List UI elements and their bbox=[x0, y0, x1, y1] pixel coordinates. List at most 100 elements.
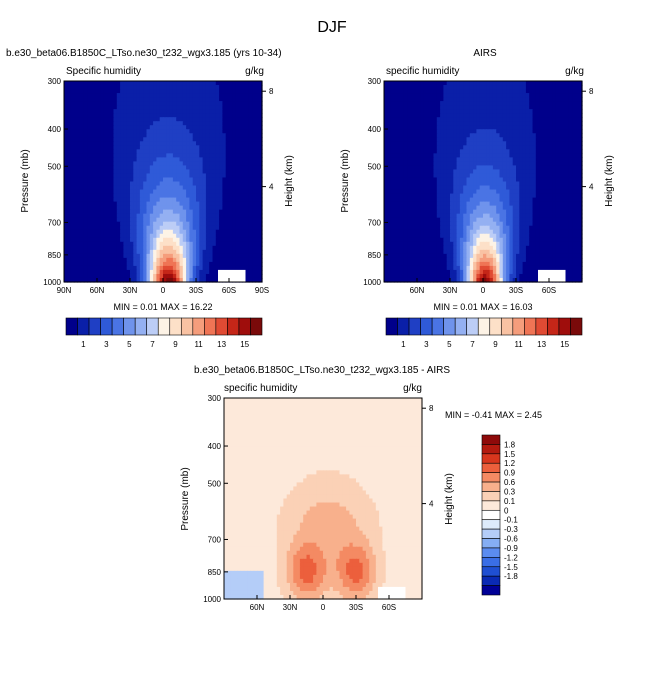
grid-cell bbox=[565, 161, 570, 167]
grid-cell bbox=[73, 133, 78, 138]
grid-cell bbox=[130, 113, 134, 118]
grid-cell bbox=[120, 221, 124, 227]
grid-cell bbox=[159, 233, 164, 239]
grid-cell bbox=[496, 153, 501, 158]
grid-cell bbox=[205, 137, 210, 142]
grid-cell bbox=[97, 185, 101, 191]
grid-cell bbox=[202, 185, 207, 191]
grid-cell bbox=[133, 245, 138, 251]
grid-cell bbox=[453, 197, 458, 203]
grid-cell bbox=[558, 113, 563, 118]
colorbar-tick-label: 15 bbox=[240, 340, 249, 349]
colorbar-swatch bbox=[192, 317, 205, 336]
grid-cell bbox=[182, 101, 187, 106]
grid-cell bbox=[552, 185, 557, 191]
grid-cell bbox=[199, 225, 204, 231]
grid-cell bbox=[539, 141, 543, 146]
grid-cell bbox=[400, 133, 405, 138]
grid-cell bbox=[212, 229, 217, 235]
grid-cell bbox=[73, 173, 78, 179]
grid-cell bbox=[258, 97, 263, 102]
grid-cell bbox=[186, 193, 190, 199]
grid-cell bbox=[255, 121, 260, 126]
grid-cell bbox=[176, 269, 181, 275]
left-label: Specific humidity bbox=[66, 66, 141, 77]
grid-cell bbox=[219, 209, 223, 215]
grid-cell bbox=[578, 97, 583, 102]
grid-cell bbox=[232, 229, 237, 235]
grid-cell bbox=[83, 209, 88, 215]
grid-cell bbox=[126, 121, 131, 126]
grid-cell bbox=[479, 125, 484, 130]
grid-cell bbox=[202, 137, 207, 142]
grid-cell bbox=[440, 161, 444, 167]
grid-cell bbox=[506, 85, 510, 90]
grid-cell bbox=[479, 137, 484, 142]
grid-cell bbox=[258, 265, 263, 271]
grid-cell bbox=[430, 121, 435, 126]
grid-cell bbox=[232, 173, 237, 179]
grid-cell bbox=[172, 81, 177, 86]
grid-cell bbox=[136, 105, 141, 110]
grid-cell bbox=[238, 129, 243, 134]
grid-cell bbox=[189, 81, 194, 86]
grid-cell bbox=[423, 149, 428, 154]
grid-cell bbox=[156, 113, 161, 118]
grid-cell bbox=[509, 205, 514, 211]
grid-cell bbox=[417, 173, 421, 179]
grid-cell bbox=[232, 105, 237, 110]
grid-cell bbox=[80, 97, 85, 102]
grid-cell bbox=[473, 169, 477, 175]
grid-cell bbox=[252, 277, 256, 283]
grid-cell bbox=[509, 133, 514, 138]
grid-cell bbox=[384, 93, 388, 98]
grid-cell bbox=[163, 85, 167, 90]
grid-cell bbox=[136, 205, 141, 211]
grid-cell bbox=[387, 185, 392, 191]
grid-cell bbox=[113, 177, 118, 183]
grid-cell bbox=[106, 89, 111, 94]
grid-cell bbox=[466, 153, 471, 158]
grid-cell bbox=[423, 141, 428, 146]
grid-cell bbox=[450, 141, 454, 146]
grid-cell bbox=[440, 109, 444, 114]
grid-cell bbox=[476, 101, 481, 106]
grid-cell bbox=[156, 93, 161, 98]
grid-cell bbox=[229, 141, 233, 146]
grid-cell bbox=[116, 277, 121, 283]
grid-cell bbox=[87, 145, 91, 150]
grid-cell bbox=[572, 121, 576, 126]
grid-cell bbox=[522, 185, 527, 191]
grid-cell bbox=[212, 97, 217, 102]
grid-cell bbox=[166, 197, 171, 203]
grid-cell bbox=[420, 177, 425, 183]
grid-cell bbox=[153, 153, 157, 158]
grid-cell bbox=[219, 213, 223, 219]
grid-cell bbox=[73, 273, 78, 279]
grid-cell bbox=[258, 269, 263, 275]
grid-cell bbox=[179, 221, 184, 227]
grid-cell bbox=[397, 97, 402, 102]
grid-cell bbox=[397, 133, 402, 138]
grid-cell bbox=[463, 117, 468, 122]
grid-cell bbox=[130, 157, 134, 162]
grid-cell bbox=[166, 145, 171, 150]
grid-cell bbox=[113, 169, 118, 175]
grid-cell bbox=[400, 137, 405, 142]
grid-cell bbox=[387, 205, 392, 211]
grid-cell bbox=[153, 81, 157, 86]
grid-cell bbox=[219, 149, 223, 154]
grid-cell bbox=[483, 141, 487, 146]
grid-cell bbox=[156, 169, 161, 175]
grid-cell bbox=[492, 157, 497, 162]
grid-cell bbox=[492, 185, 497, 191]
grid-cell bbox=[146, 145, 151, 150]
grid-cell bbox=[110, 185, 115, 191]
grid-cell bbox=[469, 105, 474, 110]
grid-cell bbox=[202, 245, 207, 251]
grid-cell bbox=[568, 153, 573, 158]
grid-cell bbox=[143, 165, 148, 171]
grid-cell bbox=[235, 237, 240, 243]
grid-cell bbox=[255, 89, 260, 94]
grid-cell bbox=[252, 269, 256, 275]
